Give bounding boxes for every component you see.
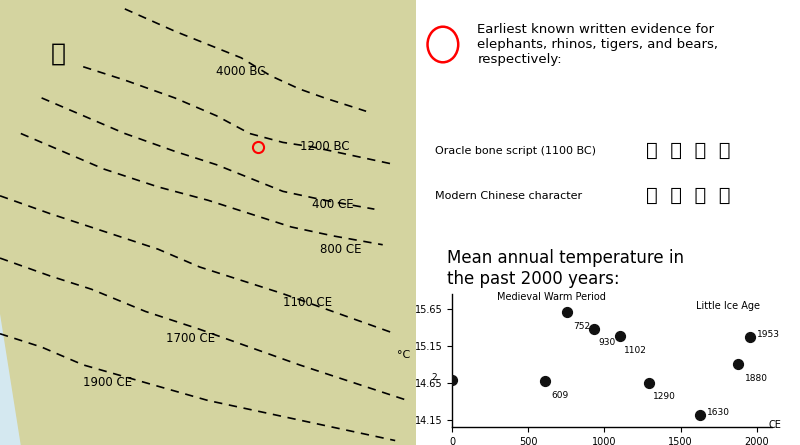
Text: 象  兕  虎  能: 象 兕 虎 能 [646, 187, 731, 205]
Point [743, 333, 756, 340]
Text: Mean annual temperature in
the past 2000 years:: Mean annual temperature in the past 2000… [446, 249, 684, 288]
Polygon shape [0, 0, 416, 445]
Text: Little Ice Age: Little Ice Age [696, 300, 760, 311]
Text: 1900 CE: 1900 CE [83, 376, 132, 389]
Text: Oracle bone script (1100 BC): Oracle bone script (1100 BC) [435, 146, 596, 156]
Text: 🐘: 🐘 [50, 41, 66, 65]
Text: 930: 930 [598, 338, 615, 347]
Text: Medieval Warm Period: Medieval Warm Period [497, 292, 606, 302]
Text: 2: 2 [431, 373, 437, 382]
Text: 1630: 1630 [707, 408, 730, 417]
Point [732, 360, 745, 368]
Text: 1700 CE: 1700 CE [166, 332, 215, 345]
Text: 1102: 1102 [624, 346, 647, 355]
Text: 1100 CE: 1100 CE [283, 296, 332, 309]
Text: 1290: 1290 [653, 392, 676, 401]
Text: Modern Chinese character: Modern Chinese character [435, 191, 582, 201]
Point [587, 325, 600, 332]
Text: 609: 609 [552, 391, 569, 400]
Text: 1880: 1880 [746, 374, 769, 383]
Text: 400 CE: 400 CE [312, 198, 354, 211]
Y-axis label: °C: °C [397, 351, 410, 360]
Text: 800 CE: 800 CE [320, 243, 362, 256]
Text: 1953: 1953 [757, 330, 779, 339]
Text: CE: CE [769, 420, 782, 430]
Text: Earliest known written evidence for
elephants, rhinos, tigers, and bears,
respec: Earliest known written evidence for elep… [478, 23, 718, 66]
Point [446, 377, 458, 384]
Text: 1200 BC: 1200 BC [299, 140, 349, 154]
Point [694, 411, 706, 418]
Point [538, 378, 551, 385]
Point [560, 309, 573, 316]
Point [614, 332, 626, 340]
Text: 752: 752 [574, 322, 590, 331]
Text: 4000 BC: 4000 BC [216, 65, 266, 78]
Point [642, 379, 655, 386]
Text: 象  犯  虎  能: 象 犯 虎 能 [646, 142, 731, 160]
